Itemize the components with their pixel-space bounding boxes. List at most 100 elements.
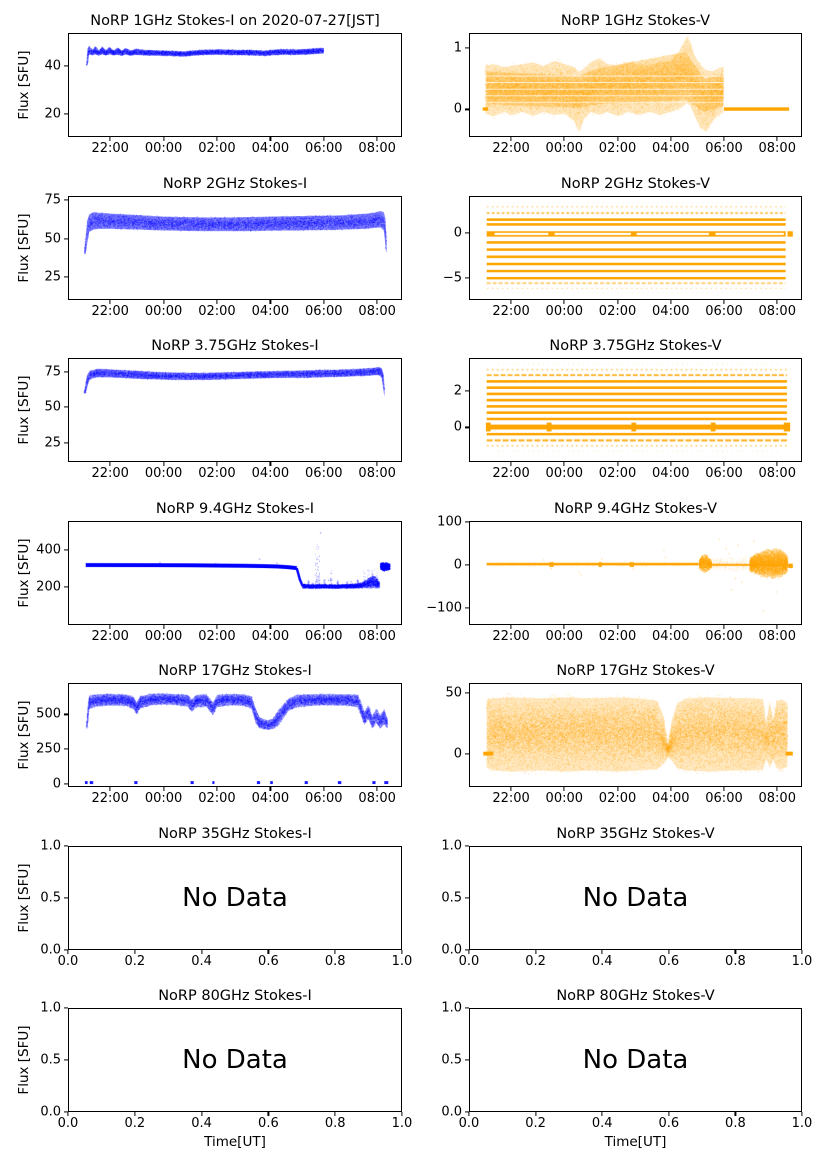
- plot-area: No Data: [68, 845, 402, 950]
- subplot-title: NoRP 3.75GHz Stokes-I: [151, 338, 319, 354]
- y-tick-label: 400: [36, 542, 61, 558]
- subplot-title: NoRP 17GHz Stokes-V: [556, 663, 715, 679]
- subplot-17ghz-stokes-i: NoRP 17GHz Stokes-I Flux [SFU] 0 250 500 22:0…: [16, 663, 402, 805]
- y-tick-mark: [63, 1111, 68, 1113]
- y-tick-label: 75: [44, 192, 61, 208]
- x-tick-mark: [267, 949, 269, 954]
- x-tick-label: 04:00: [652, 791, 690, 806]
- x-tick-label: 0.0: [458, 1116, 480, 1131]
- x-tick-mark: [323, 462, 325, 466]
- x-tick-label: 22:00: [91, 466, 129, 481]
- y-tick-mark: [464, 1007, 469, 1009]
- x-tick-label: 0.6: [258, 1116, 279, 1131]
- y-tick-mark: [63, 1059, 68, 1061]
- y-tick-mark: [464, 277, 469, 279]
- x-tick-mark: [376, 462, 378, 466]
- x-tick-mark: [601, 949, 603, 954]
- x-tick-mark: [670, 624, 672, 629]
- x-tick-mark: [376, 624, 378, 629]
- x-tick-mark: [670, 299, 672, 304]
- y-tick-label: 20: [44, 106, 61, 122]
- y-tick-label: 0.5: [40, 890, 61, 905]
- x-tick-mark: [723, 137, 725, 141]
- subplot-title: NoRP 80GHz Stokes-I: [158, 988, 312, 1004]
- x-tick-mark: [723, 624, 725, 629]
- x-tick-mark: [269, 299, 271, 304]
- x-tick-mark: [401, 949, 403, 954]
- x-tick-label: 06:00: [705, 141, 743, 156]
- x-tick-label: 0.4: [191, 953, 212, 969]
- x-tick-mark: [563, 624, 565, 629]
- y-tick-label: 0.0: [40, 942, 61, 957]
- plot-canvas-1ghz-stokes-v: [470, 34, 801, 136]
- x-tick-mark: [376, 299, 378, 304]
- plot-canvas-9.4ghz-stokes-v: [470, 521, 801, 624]
- x-tick-label: 22:00: [91, 303, 129, 319]
- y-tick-label: 75: [44, 364, 61, 380]
- y-tick-label: 2: [453, 383, 462, 399]
- x-tick-mark: [162, 787, 165, 791]
- x-tick-mark: [723, 787, 725, 791]
- x-tick-label: 08:00: [758, 791, 796, 806]
- y-tick-label: 50: [44, 231, 61, 247]
- x-tick-label: 00:00: [545, 791, 584, 806]
- y-tick-mark: [63, 113, 68, 115]
- x-tick-mark: [323, 137, 325, 141]
- x-tick-mark: [201, 949, 203, 954]
- x-tick-label: 00:00: [144, 628, 183, 644]
- x-tick-label: 0.2: [124, 1116, 146, 1131]
- x-tick-mark: [216, 137, 218, 141]
- subplot-3.75ghz-stokes-i: NoRP 3.75GHz Stokes-I Flux [SFU] 25 50 75 22:…: [16, 338, 402, 480]
- x-tick-label: 08:00: [358, 141, 396, 156]
- y-tick-label: 25: [44, 435, 61, 451]
- plot-canvas-1ghz-stokes-i: [69, 34, 401, 136]
- x-tick-mark: [723, 462, 725, 466]
- x-tick-mark: [162, 137, 165, 141]
- y-tick-mark: [63, 65, 68, 67]
- x-tick-mark: [601, 1112, 603, 1116]
- x-tick-mark: [468, 1112, 470, 1116]
- y-tick-mark: [464, 753, 469, 755]
- y-tick-mark: [464, 948, 469, 951]
- x-tick-mark: [216, 462, 218, 466]
- y-tick-label: 250: [36, 741, 61, 757]
- x-tick-label: 00:00: [144, 466, 183, 481]
- x-axis-label: Time[UT]: [204, 1134, 266, 1150]
- plot-area: [469, 683, 802, 787]
- y-tick-label: 0: [453, 746, 462, 762]
- x-tick-label: 0.8: [324, 953, 346, 969]
- x-tick-mark: [801, 949, 803, 954]
- y-tick-mark: [63, 442, 68, 444]
- x-tick-mark: [616, 624, 619, 629]
- x-tick-mark: [510, 787, 512, 791]
- x-tick-label: 0.6: [658, 953, 680, 969]
- subplot-2ghz-stokes-i: NoRP 2GHz Stokes-I Flux [SFU] 25 50 75 22:00 0…: [16, 176, 402, 318]
- y-tick-mark: [464, 844, 469, 847]
- y-tick-label: 0: [453, 225, 462, 241]
- subplot-35ghz-stokes-v: NoRP 35GHz Stokes-V No Data 0.0 0.5 1.0 0.0 0.…: [441, 826, 812, 968]
- plot-canvas-80ghz-stokes-v: [470, 1009, 801, 1111]
- x-tick-mark: [668, 1112, 670, 1116]
- x-tick-label: 00:00: [144, 141, 183, 156]
- y-tick-label: 40: [44, 58, 61, 74]
- x-tick-label: 06:00: [705, 791, 743, 806]
- x-tick-mark: [734, 949, 736, 954]
- plot-canvas-80ghz-stokes-i: [69, 1009, 401, 1111]
- x-tick-mark: [269, 787, 271, 791]
- plot-canvas-3.75ghz-stokes-i: [69, 359, 401, 461]
- x-tick-label: 02:00: [598, 466, 637, 481]
- x-tick-label: 02:00: [598, 141, 637, 156]
- x-tick-mark: [134, 949, 136, 954]
- plot-area: No Data: [469, 845, 802, 950]
- y-tick-label: 50: [445, 685, 462, 701]
- x-tick-label: 1.0: [391, 1116, 413, 1131]
- x-tick-label: 04:00: [251, 466, 290, 481]
- x-tick-label: 00:00: [545, 628, 584, 644]
- x-tick-label: 04:00: [652, 141, 690, 156]
- x-tick-label: 02:00: [198, 141, 236, 156]
- y-tick-mark: [63, 948, 68, 951]
- subplot-title: NoRP 1GHz Stokes-I on 2020-07-27[JST]: [90, 13, 380, 29]
- y-axis-label: Flux [SFU]: [16, 50, 32, 120]
- y-tick-label: 0.5: [40, 1052, 61, 1068]
- y-axis-label: Flux [SFU]: [16, 537, 32, 608]
